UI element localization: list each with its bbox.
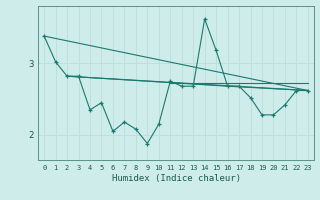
X-axis label: Humidex (Indice chaleur): Humidex (Indice chaleur) — [111, 174, 241, 183]
